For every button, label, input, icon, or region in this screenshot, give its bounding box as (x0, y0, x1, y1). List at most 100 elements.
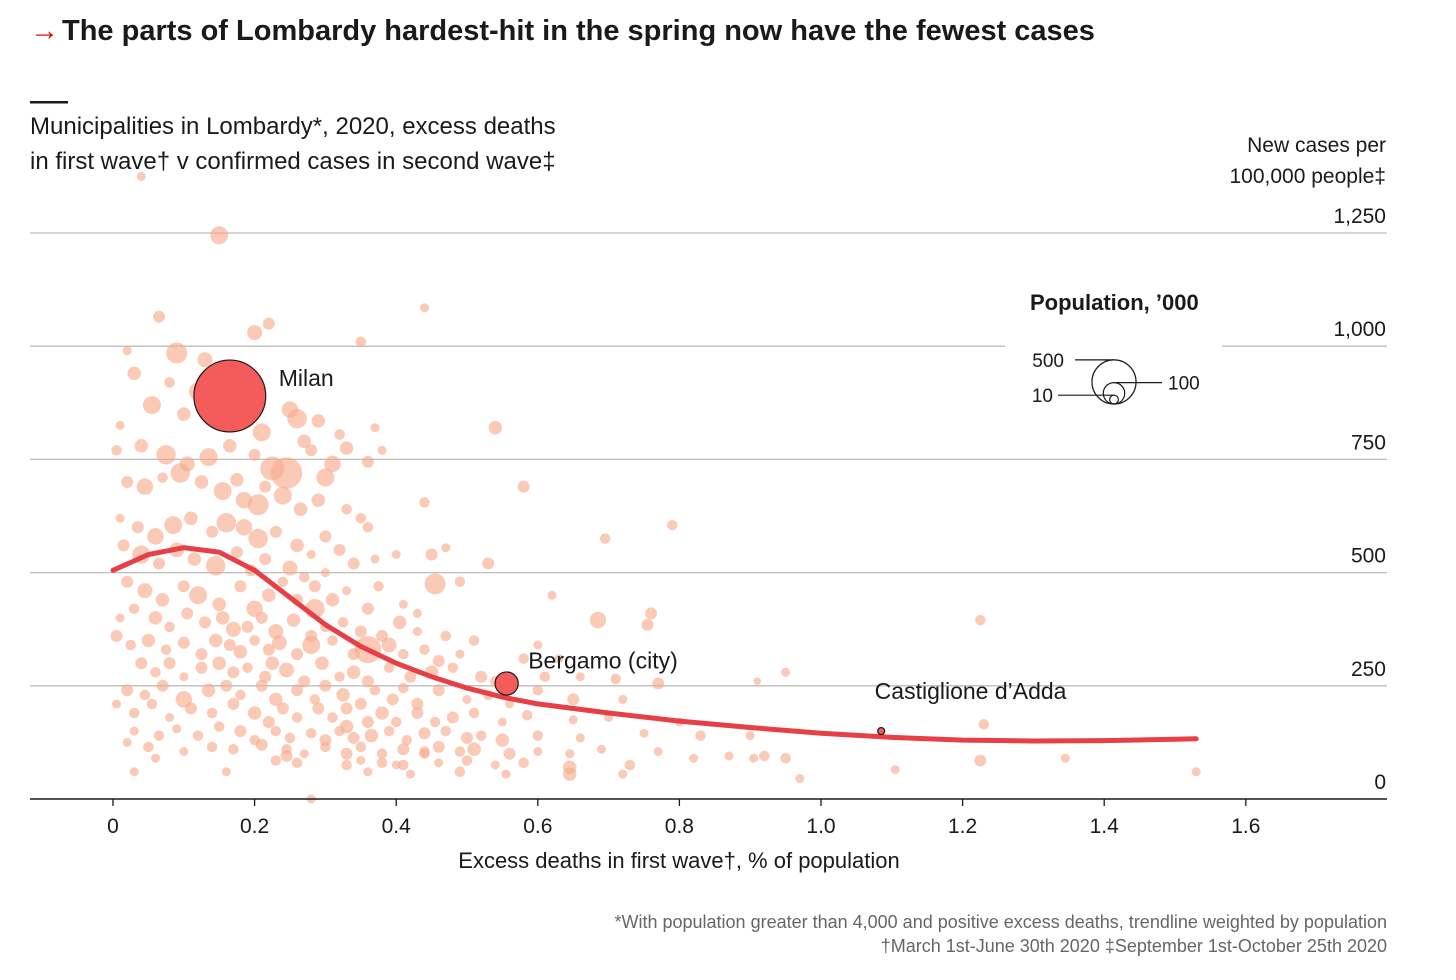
municipality-point (575, 733, 585, 743)
municipality-point (293, 502, 308, 516)
municipality-point (170, 463, 191, 483)
municipality-point (505, 699, 514, 709)
municipality-point (361, 675, 374, 688)
municipality-point (206, 741, 218, 753)
municipality-point (181, 607, 194, 620)
municipality-point (148, 611, 163, 625)
municipality-point (695, 730, 706, 741)
municipality-point (347, 731, 360, 744)
municipality-point (398, 682, 409, 694)
x-tick-label: 1.6 (1231, 815, 1260, 838)
municipality-point (624, 759, 636, 771)
municipality-point (575, 672, 585, 682)
municipality-point (342, 586, 352, 596)
municipality-point (645, 607, 658, 620)
municipality-point (375, 706, 389, 720)
municipality-point (115, 513, 125, 523)
municipality-point (299, 749, 309, 759)
municipality-point (280, 750, 293, 762)
municipality-point (324, 455, 341, 473)
municipality-point (440, 630, 452, 642)
legend-label-100: 100 (1168, 374, 1200, 395)
municipality-point (179, 672, 189, 682)
municipality-point (461, 731, 473, 744)
municipality-point (194, 475, 209, 489)
municipality-point (308, 580, 321, 593)
municipality-point (135, 657, 148, 670)
x-tick-label: 1.4 (1090, 815, 1120, 838)
municipality-point (121, 684, 134, 697)
municipality-point (364, 728, 379, 743)
municipality-point (242, 662, 253, 673)
municipality-point (517, 480, 530, 493)
trendline (110, 545, 1199, 744)
municipality-point (482, 557, 495, 570)
municipality-point (377, 445, 387, 455)
municipality-point (420, 303, 429, 313)
municipality-point (381, 637, 397, 653)
municipality-point (136, 478, 154, 495)
municipality-point (157, 472, 168, 483)
municipality-point (780, 752, 791, 764)
municipality-point (270, 457, 303, 489)
legend-background (1010, 285, 1220, 415)
size-legend: Population, ’000 500 100 10 (1010, 285, 1220, 415)
legend-label-10: 10 (1032, 386, 1053, 407)
municipality-point (247, 325, 263, 341)
municipality-point (177, 636, 190, 649)
municipality-point (355, 513, 367, 524)
municipality-point (153, 310, 165, 323)
municipality-point (121, 575, 134, 588)
municipality-point (370, 423, 380, 433)
municipality-point (201, 683, 216, 698)
municipality-point (282, 560, 298, 576)
municipality-point (518, 757, 529, 769)
y-tick-label: 250 (1351, 658, 1386, 681)
y-tick-label: 1,000 (1333, 318, 1386, 341)
municipality-point (419, 497, 430, 508)
municipality-point (362, 522, 374, 533)
municipality-point (129, 767, 139, 777)
municipality-point (311, 414, 326, 428)
municipality-point (197, 352, 213, 368)
municipality-point (667, 519, 678, 531)
municipality-point (418, 727, 431, 740)
municipality-point (689, 753, 699, 763)
municipality-point (192, 730, 204, 741)
municipality-point (974, 754, 987, 767)
municipality-point (302, 636, 321, 654)
municipality-point (339, 719, 354, 734)
municipality-point (653, 747, 663, 756)
municipality-point (177, 580, 190, 593)
municipality-point (975, 614, 986, 626)
municipality-point (121, 476, 134, 488)
municipality-point (339, 441, 354, 455)
municipality-point (291, 684, 304, 697)
municipality-point (227, 666, 240, 679)
municipality-point (262, 643, 275, 656)
municipality-point (164, 621, 175, 633)
municipality-point (547, 590, 557, 600)
municipality-point (227, 697, 240, 710)
x-tick-label: 1.2 (948, 815, 977, 838)
municipality-point (355, 336, 367, 347)
municipality-point (446, 711, 459, 724)
municipality-point (462, 694, 472, 704)
municipality-point (255, 738, 268, 751)
municipality-point (597, 744, 606, 754)
municipality-point (327, 635, 338, 646)
municipality-point (411, 697, 424, 710)
municipality-point (291, 712, 303, 723)
municipality-point (290, 538, 304, 553)
municipality-point (554, 654, 564, 664)
municipality-point (262, 716, 275, 728)
municipality-point (286, 613, 301, 627)
municipality-point (262, 317, 275, 330)
municipality-point (117, 539, 130, 552)
municipality-point (230, 473, 244, 487)
municipality-point (122, 346, 132, 356)
municipality-point (424, 573, 446, 595)
x-axis-title: Excess deaths in first wave†, % of popul… (458, 848, 899, 873)
municipality-point (440, 725, 452, 737)
